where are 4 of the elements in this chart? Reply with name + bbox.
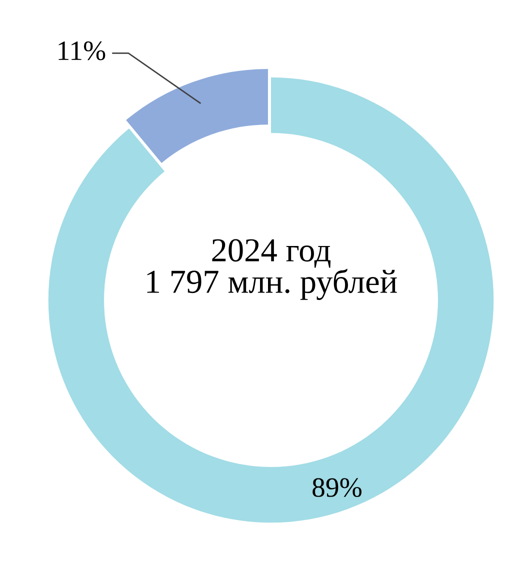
- text: 2024 год: [212, 239, 331, 268]
- data-label: 11%: [58, 41, 106, 60]
- data-label: 89%: [312, 478, 362, 498]
- text: 1 797 млн. рублей: [147, 268, 397, 300]
